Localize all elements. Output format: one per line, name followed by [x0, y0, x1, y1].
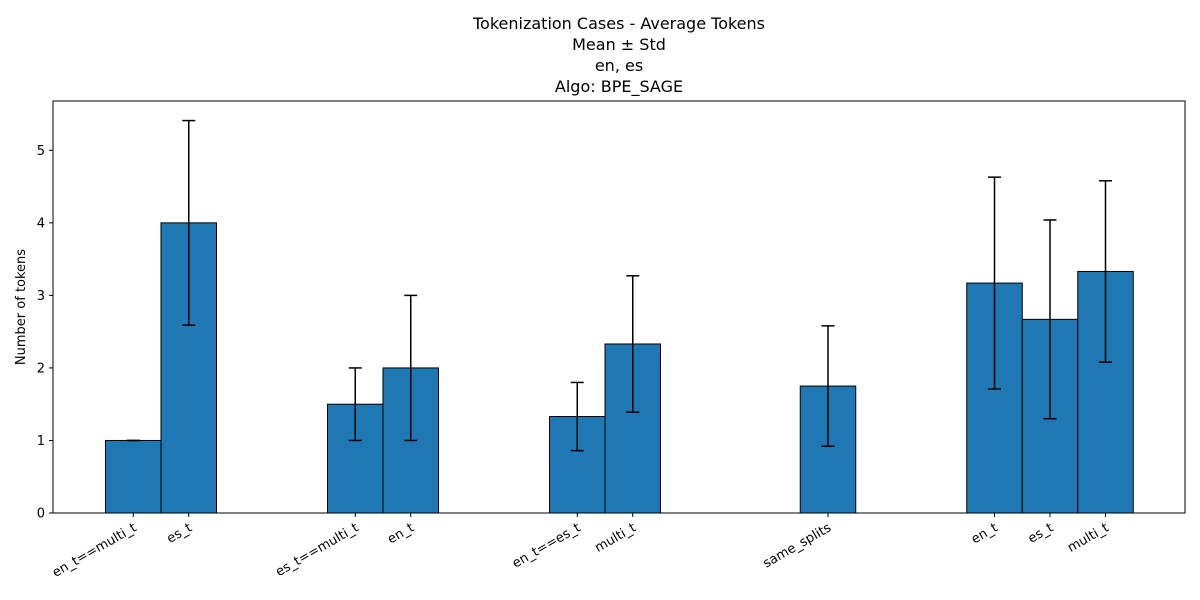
bars	[105, 222, 1134, 514]
bar	[105, 439, 162, 514]
y-tick-label: 2	[37, 361, 45, 376]
y-tick-label: 1	[37, 434, 45, 449]
title-line: en, es	[595, 56, 643, 75]
y-tick-label: 0	[37, 507, 45, 522]
error-bars	[126, 119, 1112, 452]
y-axis: 0 1 2 3 4 5	[37, 144, 53, 522]
title-line: Mean ± Std	[572, 35, 666, 54]
plot-frame	[52, 100, 1186, 514]
y-tick-label: 5	[37, 144, 45, 159]
title-line: Algo: BPE_SAGE	[555, 77, 683, 97]
y-tick-label: 4	[37, 216, 45, 231]
title-line: Tokenization Cases - Average Tokens	[472, 14, 765, 33]
y-tick-label: 3	[37, 289, 45, 304]
y-axis-label: Number of tokens	[14, 249, 29, 365]
chart-title: Tokenization Cases - Average Tokens Mean …	[472, 14, 765, 97]
